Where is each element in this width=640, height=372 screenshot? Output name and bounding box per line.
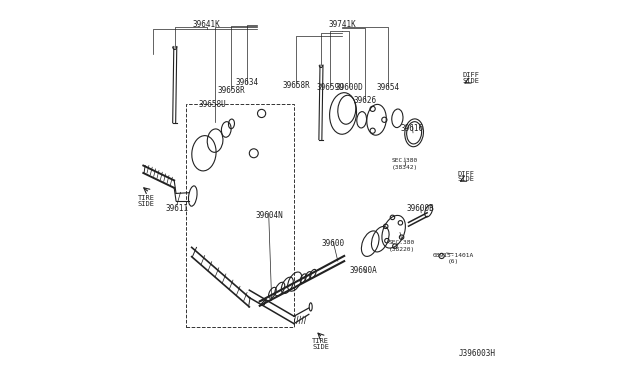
Text: SIDE: SIDE bbox=[458, 176, 474, 182]
Text: 39659U: 39659U bbox=[316, 83, 344, 92]
Text: 39626: 39626 bbox=[354, 96, 377, 105]
Text: 39741K: 39741K bbox=[328, 20, 356, 29]
Text: 39600: 39600 bbox=[321, 239, 344, 248]
Text: 39641K: 39641K bbox=[193, 20, 220, 29]
Text: 39658R: 39658R bbox=[282, 81, 310, 90]
Text: 39611: 39611 bbox=[165, 204, 188, 213]
Bar bbox=[186, 104, 294, 327]
Text: 39604N: 39604N bbox=[256, 211, 284, 220]
Text: TIRE: TIRE bbox=[138, 195, 155, 201]
Text: SIDE: SIDE bbox=[462, 78, 479, 84]
Text: 39658R: 39658R bbox=[218, 86, 245, 94]
Text: 39658U: 39658U bbox=[198, 100, 226, 109]
Text: (6): (6) bbox=[447, 259, 459, 264]
Text: SEC.380: SEC.380 bbox=[392, 158, 418, 163]
Text: SIDE: SIDE bbox=[138, 201, 155, 207]
Text: (38342): (38342) bbox=[392, 165, 418, 170]
Text: 08915-1401A: 08915-1401A bbox=[433, 253, 474, 259]
Text: TIRE: TIRE bbox=[312, 338, 329, 344]
Text: SIDE: SIDE bbox=[312, 344, 329, 350]
Text: DIFF: DIFF bbox=[458, 171, 474, 177]
Text: DIFF: DIFF bbox=[462, 73, 479, 78]
Text: 39634: 39634 bbox=[236, 78, 259, 87]
Text: (38220): (38220) bbox=[388, 247, 415, 252]
Text: 39616: 39616 bbox=[401, 124, 424, 133]
Text: 39600B: 39600B bbox=[406, 204, 435, 213]
Text: 39654: 39654 bbox=[376, 83, 399, 92]
Text: 39600D: 39600D bbox=[335, 83, 363, 92]
Text: J396003H: J396003H bbox=[459, 349, 495, 358]
Text: 39600A: 39600A bbox=[349, 266, 378, 275]
Text: SEC.380: SEC.380 bbox=[388, 240, 415, 245]
